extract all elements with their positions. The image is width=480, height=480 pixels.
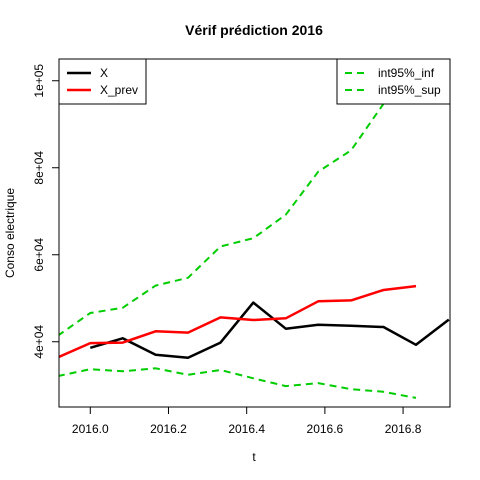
- y-axis: 4e+04 6e+04 8e+04 1e+05: [32, 64, 60, 359]
- x-tick-label: 2016.0: [72, 422, 109, 436]
- y-tick-label: 4e+04: [32, 325, 46, 359]
- legend-label-x-prev: X_prev: [100, 83, 138, 97]
- series-layer: [59, 63, 450, 399]
- y-tick-label: 6e+04: [32, 238, 46, 272]
- legend-left: X X_prev: [58, 58, 147, 105]
- y-tick-label: 1e+05: [32, 64, 46, 98]
- legend-box: [58, 58, 147, 105]
- series-line-int95-inf: [59, 367, 417, 399]
- legend-box: [336, 58, 451, 105]
- legend-label-int95-sup: int95%_sup: [378, 83, 441, 97]
- x-axis-label: t: [252, 450, 256, 464]
- legend-label-x: X: [100, 66, 108, 80]
- chart-title: Vérif prédiction 2016: [185, 22, 323, 38]
- series-line-x-prev: [59, 284, 417, 359]
- legend-label-int95-inf: int95%_inf: [378, 66, 435, 80]
- x-tick-label: 2016.8: [385, 422, 422, 436]
- x-axis: 2016.0 2016.2 2016.4 2016.6 2016.8: [72, 406, 422, 436]
- legend-right: int95%_inf int95%_sup: [336, 58, 451, 105]
- x-tick-label: 2016.6: [307, 422, 344, 436]
- series-line-x: [89, 301, 450, 360]
- y-tick-label: 8e+04: [32, 151, 46, 185]
- x-tick-label: 2016.4: [228, 422, 265, 436]
- series-line-int95-sup: [59, 63, 417, 337]
- y-axis-label: Conso electrique: [3, 188, 17, 278]
- plot-area-border: [58, 58, 451, 408]
- x-tick-label: 2016.2: [150, 422, 187, 436]
